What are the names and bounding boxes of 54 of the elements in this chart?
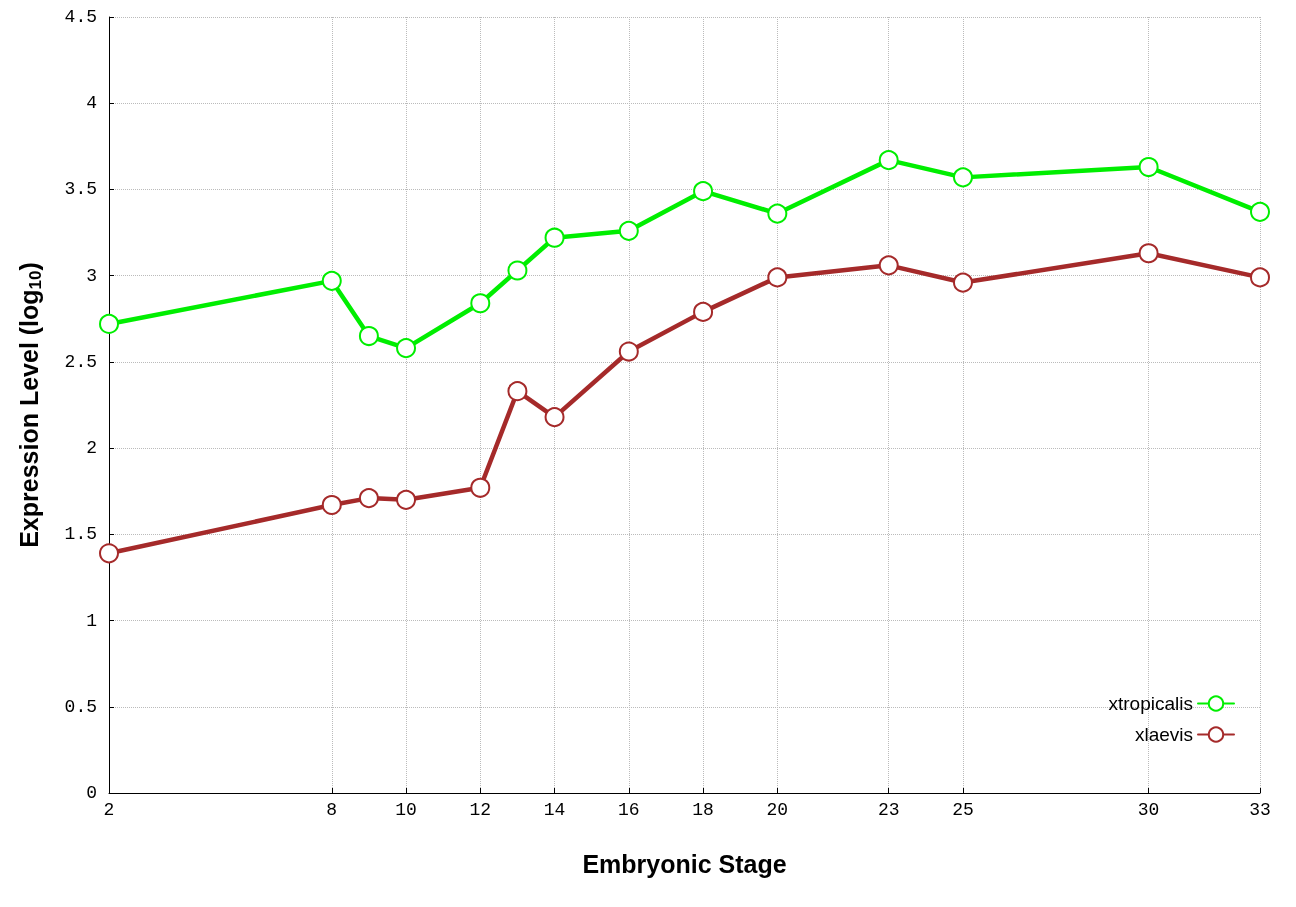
x-tick-label: 23 [877, 800, 900, 820]
point [1138, 157, 1159, 178]
point [618, 341, 639, 362]
point [544, 407, 565, 428]
y-tick-label: 0.5 [64, 696, 97, 717]
legend-label: xlaevis [1134, 724, 1193, 745]
point [878, 150, 899, 171]
point [396, 338, 417, 359]
y-tick-label: 0 [86, 783, 97, 803]
point [1250, 267, 1270, 288]
point [470, 477, 491, 498]
y-tick-label: 1 [86, 610, 97, 631]
point [618, 220, 639, 241]
point [952, 167, 973, 188]
y-tick-label: 3.5 [64, 179, 97, 200]
point [321, 270, 342, 291]
point [952, 272, 973, 293]
point [1250, 201, 1270, 222]
y-tick-label: 2.5 [64, 351, 97, 372]
point [693, 181, 714, 202]
y-tick-label: 3 [86, 265, 97, 286]
x-tick-label: 33 [1249, 800, 1271, 820]
legend-label: xtropicalis [1108, 693, 1193, 714]
point [321, 495, 342, 516]
y-axis-title: Expression Level (log10) [14, 262, 45, 548]
point [507, 260, 528, 281]
point [507, 381, 528, 402]
point [396, 489, 417, 510]
y-tick-label: 4.5 [64, 7, 97, 27]
y-tick-label: 2 [86, 438, 97, 459]
x-tick-label: 16 [618, 800, 640, 820]
point [544, 227, 565, 248]
point [99, 543, 119, 564]
x-tick-label: 10 [395, 800, 417, 820]
x-tick-label: 30 [1137, 800, 1160, 820]
point [358, 326, 379, 347]
x-tick-label: 25 [952, 800, 974, 820]
x-tick-label: 8 [326, 800, 338, 820]
x-tick-label: 18 [692, 800, 714, 820]
point [470, 293, 491, 314]
y-tick-label: 4 [86, 93, 97, 114]
point [693, 301, 714, 322]
point [99, 313, 119, 334]
x-tick-label: 20 [766, 800, 789, 820]
x-axis-title: Embryonic Stage [582, 849, 787, 878]
x-tick-label: 12 [469, 800, 492, 820]
point [767, 267, 788, 288]
point [878, 255, 899, 276]
x-tick-label: 2 [103, 800, 115, 820]
point [1138, 243, 1159, 264]
point [767, 203, 788, 224]
x-tick-label: 14 [543, 800, 566, 820]
point [358, 488, 379, 509]
y-tick-label: 1.5 [64, 524, 97, 545]
